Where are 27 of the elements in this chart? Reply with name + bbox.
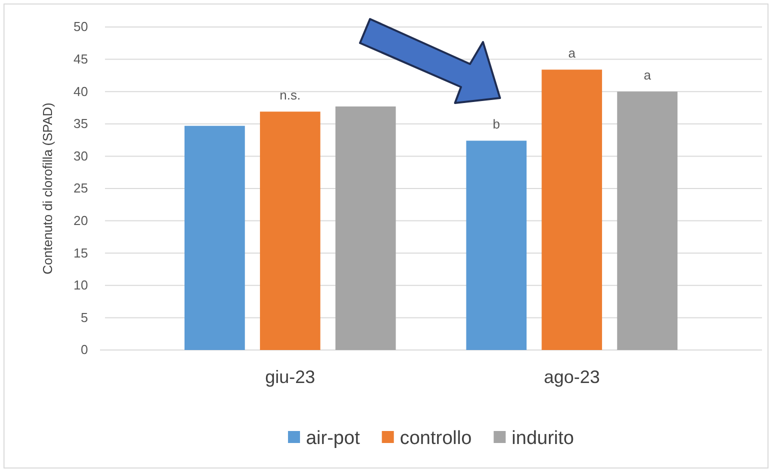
y-tick-label: 35 (74, 116, 88, 132)
y-tick-label: 10 (74, 278, 88, 293)
bar (335, 106, 396, 350)
legend-label: air-pot (306, 428, 361, 449)
data-label: n.s. (280, 88, 301, 103)
bar (184, 126, 245, 350)
y-tick-label: 20 (74, 212, 88, 228)
bar (617, 92, 678, 350)
y-axis-title: Contenuto di clorofilla (SPAD) (40, 102, 55, 274)
x-tick-label: giu-23 (265, 366, 316, 387)
data-label: b (492, 116, 500, 132)
y-tick-label: 15 (74, 245, 88, 260)
y-tick-label: 45 (74, 51, 88, 66)
y-tick-label: 40 (74, 84, 88, 99)
bar (260, 112, 320, 350)
y-tick-label: 0 (80, 342, 88, 358)
bar (542, 70, 602, 350)
legend-label: indurito (512, 428, 574, 449)
data-label: a (644, 68, 652, 83)
bar (466, 140, 527, 350)
y-tick-label: 50 (74, 19, 88, 34)
y-tick-label: 30 (74, 148, 88, 164)
data-label: a (568, 46, 576, 61)
y-tick-label: 25 (74, 180, 88, 196)
legend-label: controllo (400, 428, 472, 449)
x-tick-label: ago-23 (544, 366, 600, 387)
y-tick-label: 5 (80, 310, 88, 325)
